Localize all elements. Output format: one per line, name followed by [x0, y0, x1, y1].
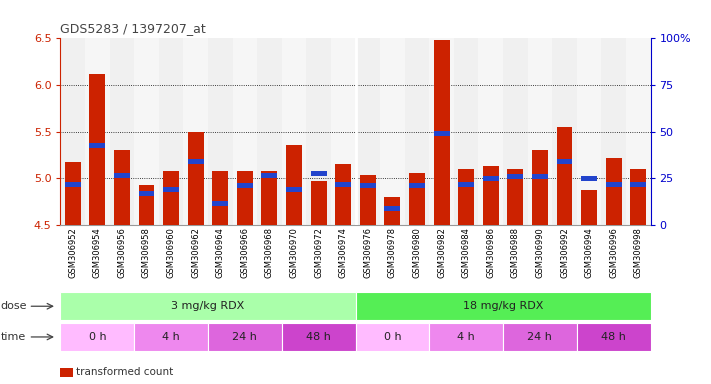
Bar [213, 201, 228, 206]
Bar [90, 143, 105, 148]
Bar [483, 166, 498, 225]
Bar [356, 38, 380, 225]
Bar [503, 323, 577, 351]
Bar [134, 38, 159, 225]
Bar [311, 171, 326, 176]
Text: 4 h: 4 h [457, 332, 475, 342]
Bar [581, 190, 597, 225]
Text: time: time [1, 332, 26, 342]
Bar [188, 131, 203, 225]
Text: dose: dose [1, 301, 27, 311]
Bar [262, 170, 277, 225]
Text: 24 h: 24 h [232, 332, 257, 342]
Bar [114, 150, 130, 225]
Bar [630, 169, 646, 225]
Bar [356, 323, 429, 351]
Bar [335, 164, 351, 225]
Bar [159, 38, 183, 225]
Bar [458, 182, 474, 187]
Bar [208, 38, 232, 225]
Bar [434, 40, 449, 225]
Bar [282, 38, 306, 225]
Bar [429, 323, 503, 351]
Bar [114, 173, 130, 178]
Bar [429, 38, 454, 225]
Bar [262, 173, 277, 178]
Bar [286, 146, 302, 225]
Bar [360, 183, 376, 188]
Bar [552, 38, 577, 225]
Text: 0 h: 0 h [88, 332, 106, 342]
Bar [331, 38, 356, 225]
Bar [405, 38, 429, 225]
Bar [630, 182, 646, 187]
Bar [606, 157, 621, 225]
Bar [483, 175, 498, 180]
Bar [232, 38, 257, 225]
Bar [385, 197, 400, 225]
Bar [557, 159, 572, 164]
Bar [257, 38, 282, 225]
Bar [602, 38, 626, 225]
Bar [532, 150, 548, 225]
Bar [356, 293, 651, 320]
Bar [85, 38, 109, 225]
Text: GDS5283 / 1397207_at: GDS5283 / 1397207_at [60, 22, 206, 35]
Bar [311, 181, 326, 225]
Bar [163, 187, 179, 192]
Bar [434, 131, 449, 136]
Bar [188, 159, 203, 164]
Text: 4 h: 4 h [162, 332, 180, 342]
Bar [508, 169, 523, 225]
Bar [385, 206, 400, 211]
Bar [60, 293, 356, 320]
Bar [528, 38, 552, 225]
Bar [60, 38, 85, 225]
Bar [65, 182, 81, 187]
Bar [458, 169, 474, 225]
Bar [139, 185, 154, 225]
Bar [577, 323, 651, 351]
Bar [454, 38, 479, 225]
Bar [508, 174, 523, 179]
Bar [90, 74, 105, 225]
Bar [606, 182, 621, 187]
Text: 24 h: 24 h [528, 332, 552, 342]
Bar [380, 38, 405, 225]
Bar [557, 127, 572, 225]
Bar [581, 175, 597, 180]
Bar [65, 162, 81, 225]
Bar [134, 323, 208, 351]
Bar [139, 191, 154, 197]
Bar [360, 175, 376, 225]
Text: 48 h: 48 h [602, 332, 626, 342]
Bar [208, 323, 282, 351]
Bar [183, 38, 208, 225]
Bar [503, 38, 528, 225]
Text: 0 h: 0 h [383, 332, 401, 342]
Bar [626, 38, 651, 225]
Bar [409, 174, 425, 225]
Bar [213, 170, 228, 225]
Bar [109, 38, 134, 225]
Bar [163, 170, 179, 225]
Bar [60, 323, 134, 351]
Bar [577, 38, 602, 225]
Text: 3 mg/kg RDX: 3 mg/kg RDX [171, 301, 245, 311]
Bar [237, 170, 253, 225]
Text: 48 h: 48 h [306, 332, 331, 342]
Text: 18 mg/kg RDX: 18 mg/kg RDX [463, 301, 543, 311]
Bar [286, 187, 302, 192]
Bar [335, 182, 351, 187]
Bar [409, 183, 425, 188]
Text: transformed count: transformed count [76, 367, 173, 377]
Bar [282, 323, 356, 351]
Bar [306, 38, 331, 225]
Bar [479, 38, 503, 225]
Bar [237, 183, 253, 188]
Bar [532, 174, 548, 179]
